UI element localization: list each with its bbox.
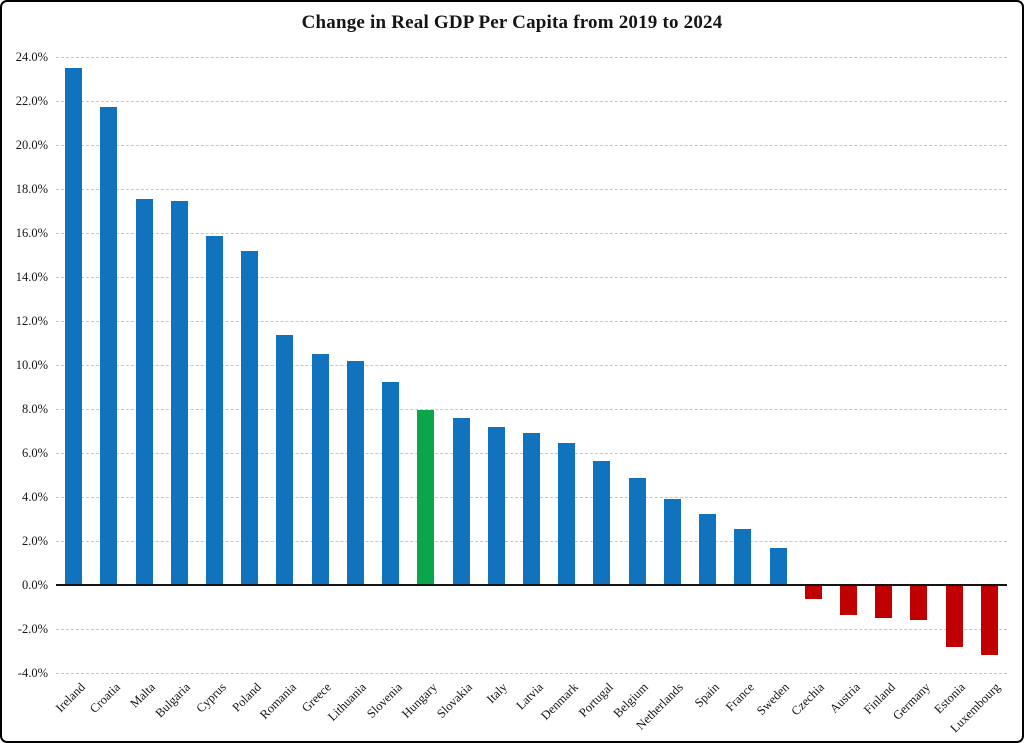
y-tick-label: 12.0% (15, 314, 48, 328)
bar-italy (487, 426, 505, 585)
y-tick-label: 10.0% (15, 358, 48, 372)
bar-germany (910, 586, 928, 621)
y-tick-label: 0.0% (21, 578, 48, 592)
y-tick-label: 16.0% (15, 226, 48, 240)
bar-lithuania (346, 360, 364, 585)
bar-sweden (769, 547, 787, 585)
bar-poland (241, 250, 259, 585)
bar-romania (276, 335, 294, 585)
bar-netherlands (663, 499, 681, 585)
gridline (56, 321, 1007, 322)
gridline (56, 145, 1007, 146)
y-tick-label: 4.0% (21, 490, 48, 504)
bar-malta (135, 198, 153, 585)
y-tick-label: 8.0% (21, 402, 48, 416)
bar-ireland (65, 68, 83, 585)
y-tick-label: 24.0% (15, 50, 48, 64)
bar-estonia (945, 586, 963, 647)
bar-hungary (417, 410, 435, 585)
y-tick-label: -2.0% (17, 622, 48, 636)
bar-france (734, 528, 752, 585)
y-tick-label: 2.0% (21, 534, 48, 548)
gridline (56, 233, 1007, 234)
bar-belgium (628, 478, 646, 585)
gridline (56, 189, 1007, 190)
bar-czechia (804, 586, 822, 600)
gridline (56, 673, 1007, 674)
bar-slovenia (382, 381, 400, 585)
y-tick-label: 14.0% (15, 270, 48, 284)
chart-title: Change in Real GDP Per Capita from 2019 … (301, 12, 723, 33)
zero-axis-line (56, 584, 1007, 586)
bar-spain (699, 513, 717, 585)
y-tick-label: 6.0% (21, 446, 48, 460)
bar-greece (311, 354, 329, 585)
bar-latvia (523, 433, 540, 585)
bar-finland (875, 586, 893, 618)
gridline (56, 101, 1007, 102)
bar-cyprus (206, 236, 223, 585)
bar-croatia (100, 106, 118, 585)
gridline (56, 57, 1007, 58)
y-tick-label: 20.0% (15, 138, 48, 152)
bar-slovakia (452, 417, 470, 585)
gridline (56, 277, 1007, 278)
bar-denmark (558, 443, 576, 585)
gridline (56, 629, 1007, 630)
gridline (56, 409, 1007, 410)
gridline (56, 365, 1007, 366)
bar-austria (840, 586, 857, 615)
y-tick-label: 22.0% (15, 94, 48, 108)
bar-portugal (593, 460, 611, 585)
bar-bulgaria (170, 201, 188, 585)
y-tick-label: -4.0% (17, 666, 48, 680)
bar-luxembourg (980, 586, 998, 656)
y-tick-label: 18.0% (15, 182, 48, 196)
